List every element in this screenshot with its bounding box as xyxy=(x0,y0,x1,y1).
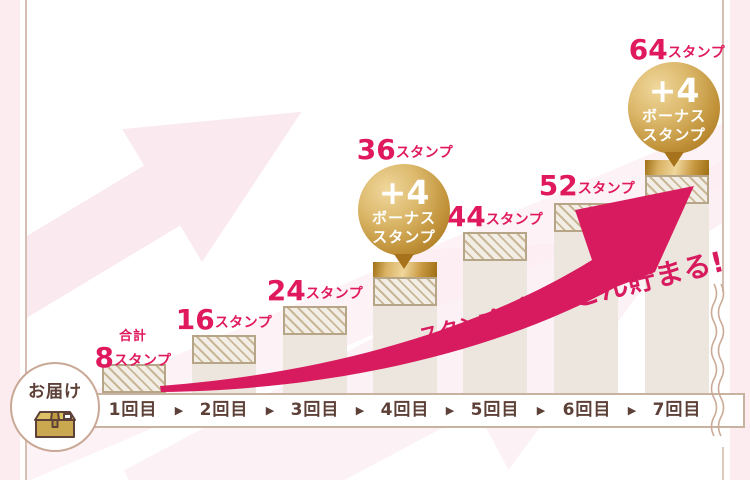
bar-delivery-2 xyxy=(192,335,256,393)
stamp-count-label-2: 16 スタンプ xyxy=(175,303,273,336)
axis-label-6: 6回目 xyxy=(562,400,612,420)
axis-arrow-icon: ▶ xyxy=(174,404,184,417)
axis-arrow-icon: ▶ xyxy=(536,404,546,417)
axis-label-1: 1回目 xyxy=(108,400,158,420)
left-frame-line xyxy=(25,0,27,480)
left-pink-strip xyxy=(0,0,20,480)
axis-arrow-icon: ▶ xyxy=(265,404,275,417)
stamp-count-label-7: 64 スタンプ xyxy=(628,33,726,66)
axis-label-4: 4回目 xyxy=(380,400,430,420)
package-box-icon xyxy=(34,411,76,438)
stamp-count-label-3: 24 スタンプ xyxy=(266,274,364,307)
bonus-stamp-medal-7th: +4 ボーナス スタンプ xyxy=(628,62,720,167)
delivery-badge: お届け xyxy=(10,362,100,452)
axis-label-3: 3回目 xyxy=(290,400,340,420)
right-frame-line-top xyxy=(722,0,724,292)
axis-arrow-icon: ▶ xyxy=(627,404,637,417)
new-stamps-segment xyxy=(373,277,437,306)
new-stamps-segment xyxy=(102,364,166,393)
delivery-axis-band: 1回目 ▶ 2回目 ▶ 3回目 ▶ 4回目 ▶ 5回目 ▶ 6回目 ▶ 7回目 xyxy=(58,393,745,428)
axis-label-7: 7回目 xyxy=(652,400,702,420)
new-stamps-segment xyxy=(463,232,527,261)
axis-arrow-icon: ▶ xyxy=(445,404,455,417)
total-prefix: 合計 xyxy=(118,329,147,344)
bar-delivery-1 xyxy=(102,364,166,393)
axis-label-5: 5回目 xyxy=(470,400,520,420)
axis-arrow-icon: ▶ xyxy=(355,404,365,417)
stamp-count-label-1: 合計 8 スタンプ xyxy=(73,325,193,372)
new-stamps-segment xyxy=(192,335,256,364)
new-stamps-segment xyxy=(283,306,347,335)
stamp-count-label-6: 52 スタンプ xyxy=(538,169,636,202)
bonus-stamps-segment xyxy=(373,262,437,277)
axis-label-2: 2回目 xyxy=(199,400,249,420)
bonus-stamps-segment xyxy=(645,160,709,175)
right-pink-strip xyxy=(730,0,750,480)
right-frame-line-bottom xyxy=(722,447,724,480)
bonus-stamp-medal-4th: +4 ボーナス スタンプ xyxy=(358,164,450,269)
stamp-count-label-5: 44 スタンプ xyxy=(446,200,544,233)
stamp-count-label-4: 36 スタンプ xyxy=(356,133,454,166)
delivery-badge-label: お届け xyxy=(28,382,82,402)
